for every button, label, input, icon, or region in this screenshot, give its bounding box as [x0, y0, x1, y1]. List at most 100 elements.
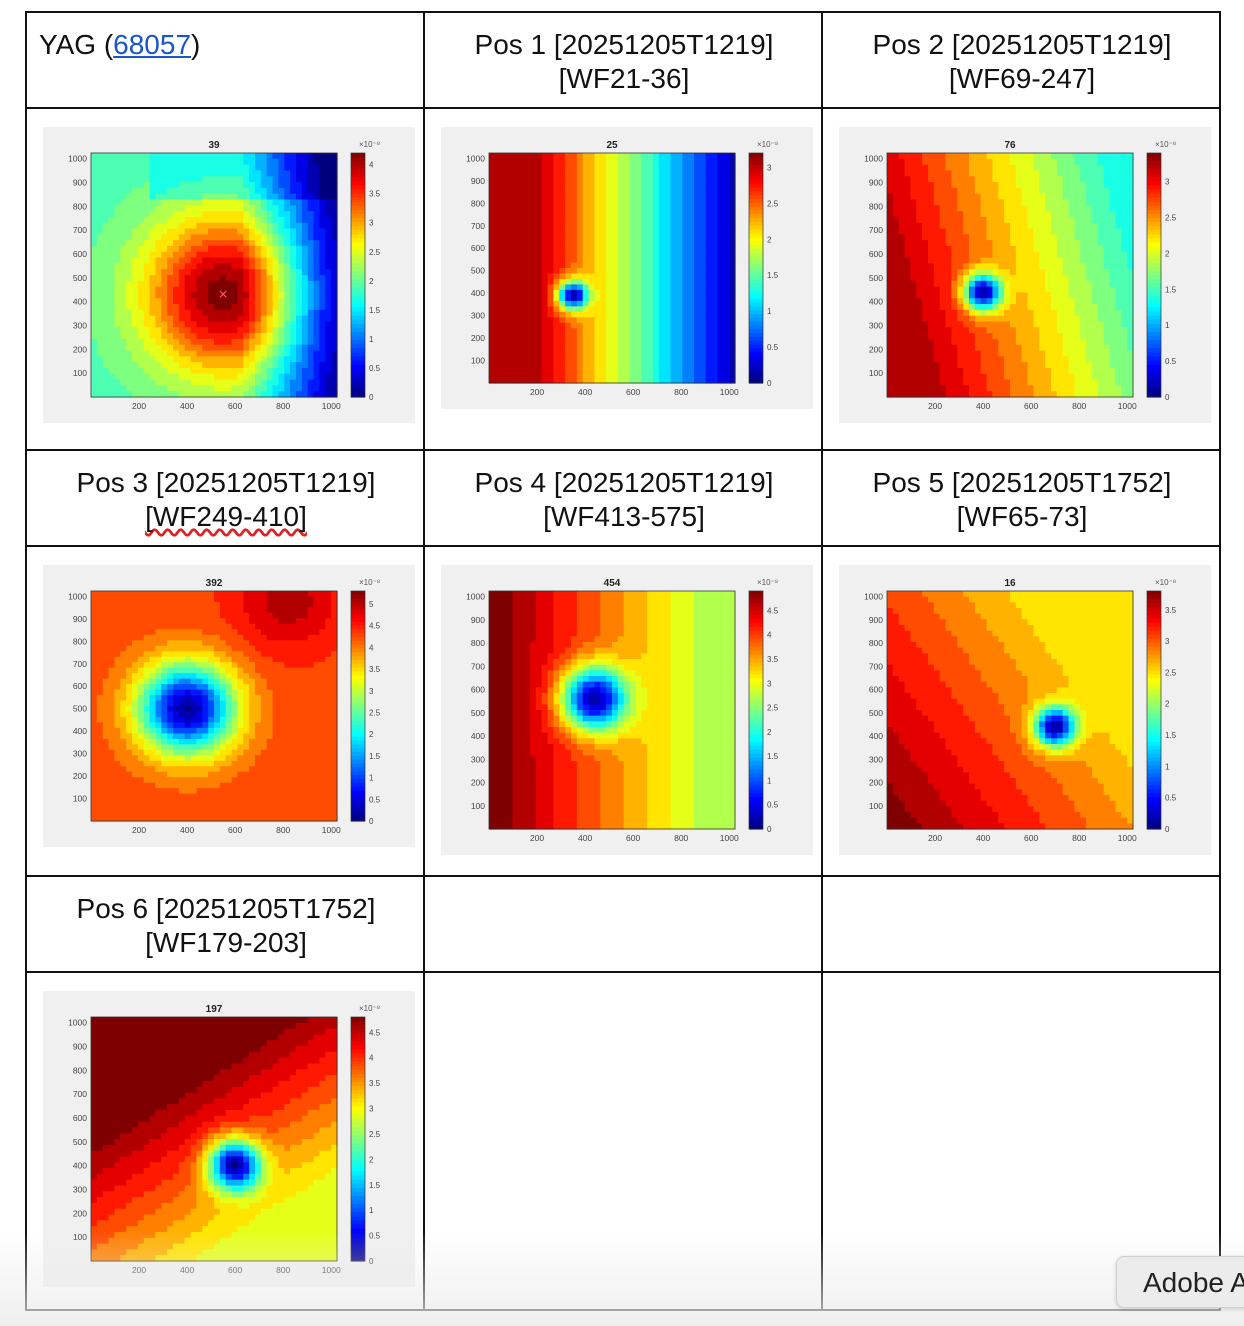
contour-cell	[617, 218, 625, 225]
contour-cell	[102, 158, 110, 166]
contour-cell	[530, 158, 537, 165]
colorbar-segment	[749, 287, 763, 292]
contour-cell	[313, 391, 321, 398]
contour-cell	[530, 317, 537, 324]
contour-cell	[137, 153, 145, 160]
yag-link[interactable]: 68057	[113, 29, 192, 60]
contour-cell	[535, 278, 543, 286]
contour-cell	[301, 193, 309, 201]
contour-cell	[553, 328, 560, 335]
contour-cell	[635, 262, 642, 269]
colorbar-segment	[749, 187, 763, 192]
contour-cell	[249, 205, 256, 212]
y-tick-label: 500	[73, 273, 87, 283]
contour-cell	[126, 158, 133, 166]
contour-cell	[606, 350, 613, 357]
contour-cell	[699, 163, 707, 171]
contour-cell	[553, 257, 560, 264]
contour-cell	[969, 222, 976, 230]
contour-cell	[969, 391, 976, 398]
contour-cell	[114, 304, 121, 311]
contour-cell	[114, 280, 121, 288]
contour-cell	[237, 245, 244, 253]
contour-cell	[184, 187, 192, 195]
contour-cell	[325, 356, 332, 363]
contour-cell	[688, 213, 695, 220]
contour-cell	[653, 372, 660, 379]
contour-cell	[933, 275, 941, 282]
contour-cell	[933, 153, 941, 160]
contour-cell	[1021, 333, 1029, 340]
colorbar-frame	[748, 152, 764, 384]
contour-cell	[582, 240, 590, 247]
contour-cell	[641, 169, 648, 176]
contour-cell	[126, 269, 133, 276]
contour-cell	[1056, 292, 1064, 299]
contour-cell	[653, 185, 660, 192]
contour-cell	[998, 356, 1005, 363]
contour-cell	[137, 304, 145, 311]
contour-cell	[694, 339, 701, 346]
contour-cell	[143, 309, 151, 317]
contour-cell	[219, 234, 227, 241]
contour-cell	[535, 213, 543, 220]
contour-cell	[214, 280, 221, 288]
contour-cell	[126, 385, 133, 392]
contour-cell	[980, 309, 988, 317]
contour-cell	[682, 185, 689, 192]
contour-cell	[313, 164, 321, 172]
contour-cell	[243, 211, 250, 218]
contour-cell	[91, 379, 98, 386]
contour-cell	[301, 245, 309, 253]
contour-cell	[623, 153, 631, 160]
contour-cell	[699, 180, 707, 187]
contour-cell	[904, 164, 912, 172]
contour-cell	[717, 322, 724, 329]
contour-cell	[202, 315, 209, 323]
contour-cell	[951, 356, 958, 363]
contour-cell	[319, 280, 326, 288]
contour-cell	[325, 327, 332, 334]
contour-cell	[524, 202, 531, 209]
contour-cell	[313, 350, 321, 357]
contour-cell	[91, 286, 98, 294]
contour-cell	[992, 315, 999, 323]
contour-cell	[225, 350, 233, 357]
contour-cell	[986, 240, 994, 247]
contour-cell	[992, 327, 999, 334]
contour-cell	[641, 295, 648, 302]
contour-cell	[623, 366, 631, 373]
contour-cell	[114, 240, 121, 247]
colorbar-segment	[351, 266, 365, 272]
colorbar-segment	[749, 283, 763, 288]
contour-cell	[331, 333, 338, 340]
contour-cell	[1010, 228, 1017, 235]
contour-cell	[699, 257, 707, 264]
contour-cell	[916, 298, 923, 305]
contour-cell	[1045, 205, 1052, 212]
contour-cell	[535, 246, 543, 253]
contour-cell	[489, 377, 496, 384]
contour-cell	[512, 372, 519, 379]
contour-cell	[202, 158, 209, 166]
contour-cell	[658, 344, 666, 351]
contour-cell	[506, 257, 514, 264]
contour-cell	[717, 257, 724, 264]
contour-cell	[939, 158, 947, 166]
contour-cell	[998, 391, 1005, 398]
contour-cell	[237, 350, 244, 357]
contour-cell	[506, 300, 514, 307]
contour-cell	[541, 158, 549, 165]
contour-cell	[1004, 304, 1011, 311]
contour-cell	[682, 372, 689, 379]
contour-cell	[149, 269, 157, 276]
contour-cell	[717, 372, 724, 379]
contour-cell	[120, 251, 127, 259]
contour-cell	[612, 273, 619, 280]
contour-cell	[957, 356, 964, 363]
contour-cell	[190, 367, 198, 375]
contour-cell	[126, 228, 133, 235]
contour-cell	[676, 213, 683, 220]
contour-cell	[723, 300, 730, 307]
contour-cell	[1056, 257, 1064, 264]
